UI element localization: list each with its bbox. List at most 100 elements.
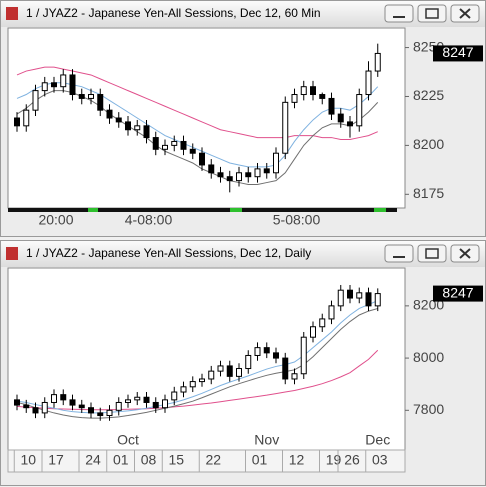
candle-body [171, 140, 178, 146]
window-title: 1 / JYAZ2 - Japanese Yen-All Sessions, D… [26, 246, 311, 260]
candle-body [310, 86, 316, 96]
candle-body [106, 109, 113, 119]
x-tick-label: 26 [344, 452, 360, 468]
session-marker [230, 208, 242, 212]
month-label: Dec [365, 432, 390, 448]
x-tick-label: 01 [113, 452, 129, 468]
candle-body [32, 90, 39, 111]
x-tick-label: 08 [141, 452, 157, 468]
candle-body [106, 409, 113, 417]
candle-body [226, 365, 233, 377]
candle-body [347, 289, 353, 299]
session-strip [8, 208, 397, 212]
candle-body [115, 401, 122, 411]
candle-body [152, 401, 159, 409]
candle-body [32, 407, 39, 414]
minimize-button[interactable] [384, 4, 414, 23]
last-price-box [433, 45, 483, 62]
app-icon [6, 247, 18, 260]
x-tick-label: 24 [85, 452, 101, 468]
candle-body [189, 381, 196, 388]
candle-body [236, 368, 242, 377]
candle-body [199, 152, 205, 166]
x-tick-label: 22 [205, 452, 221, 468]
indicator-line [16, 349, 379, 411]
candle-body [88, 94, 94, 99]
x-tick-label: 15 [168, 452, 184, 468]
candle-body [125, 121, 131, 131]
indicator-line [16, 90, 379, 186]
candle-body [319, 94, 326, 99]
candle-body [319, 318, 326, 328]
candle-body [69, 399, 76, 406]
plot-area [7, 27, 406, 209]
month-label: Nov [254, 432, 279, 448]
candle-body [310, 326, 316, 338]
candle-body [134, 396, 141, 401]
y-tick-label: 8175 [413, 185, 444, 201]
x-tick-label: 03 [372, 452, 388, 468]
candle-body [115, 117, 122, 123]
candle-body [328, 305, 335, 320]
candle-body [245, 172, 252, 178]
candle-body [97, 412, 104, 417]
candle-body [273, 352, 279, 359]
candle-body [152, 137, 159, 150]
last-price-box [433, 285, 483, 302]
x-tick-label: 20:00 [38, 212, 73, 228]
session-marker [88, 208, 98, 212]
candle-body [78, 94, 85, 99]
x-tick-label: 19 [326, 452, 342, 468]
candle-body [300, 86, 307, 96]
candle-body [41, 82, 48, 92]
candle-body [14, 399, 20, 406]
indicator-line [16, 82, 379, 168]
maximize-button[interactable] [417, 4, 447, 23]
x-tick-label: 12 [289, 452, 305, 468]
window: 1 / JYAZ2 - Japanese Yen-All Sessions, D… [0, 240, 486, 486]
candle-body [300, 336, 307, 375]
candle-body [208, 370, 215, 380]
candle-body [78, 404, 85, 409]
candle-body [254, 347, 261, 356]
candle-body [365, 292, 372, 307]
candle-body [365, 70, 372, 96]
x-tick-label: 4-08:00 [125, 212, 173, 228]
y-tick-label: 8225 [413, 87, 444, 103]
candle-body [23, 404, 30, 409]
candle-body [273, 152, 279, 174]
x-tick-label: 01 [252, 452, 268, 468]
last-price: 8247 [442, 44, 473, 60]
x-tick-label: 10 [20, 452, 36, 468]
candle-body [208, 164, 215, 174]
candle-body [51, 82, 57, 88]
candle-body [328, 97, 335, 115]
maximize-button[interactable] [417, 244, 447, 263]
minimize-button[interactable] [384, 244, 414, 263]
candle-body [60, 74, 67, 88]
y-tick-label: 8200 [413, 136, 444, 152]
last-price: 8247 [442, 284, 473, 300]
candle-body [374, 52, 381, 72]
candle-body [134, 125, 141, 131]
app-icon [6, 7, 18, 20]
candle-body [97, 94, 104, 111]
candle-body [217, 172, 224, 178]
icon [425, 8, 439, 19]
candle-body [347, 121, 353, 127]
candle-body [245, 354, 252, 370]
candle-body [171, 391, 178, 401]
y-tick-label: 8000 [413, 349, 444, 365]
icon [425, 248, 439, 259]
candle-body [337, 113, 344, 123]
x-tick-label: 17 [48, 452, 64, 468]
candle-body [180, 140, 187, 150]
candle-body [263, 347, 270, 354]
candle-body [180, 386, 187, 393]
candle-body [236, 172, 242, 182]
candle-body [162, 144, 168, 150]
candle-body [263, 168, 270, 174]
candle-body [217, 365, 224, 372]
candle-body [291, 373, 298, 380]
